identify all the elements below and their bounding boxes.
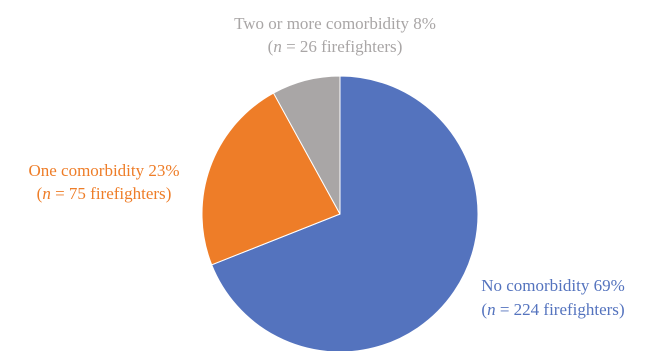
slice-label-one-line1: One comorbidity 23%	[28, 161, 179, 180]
n-var: n	[42, 184, 51, 203]
slice-label-none: No comorbidity 69% (n = 224 firefighters…	[481, 276, 625, 319]
slice-label-two-or-more-line2: (n = 26 firefighters)	[268, 37, 403, 56]
slice-label-none-line2: (n = 224 firefighters)	[481, 300, 624, 319]
pie-slice-no-comorbidity	[211, 75, 479, 351]
n-var: n	[487, 300, 496, 319]
n-var: n	[273, 37, 282, 56]
slice-label-one-line2: (n = 75 firefighters)	[37, 184, 172, 203]
slice-label-none-line1: No comorbidity 69%	[481, 276, 625, 295]
pie-slices	[201, 75, 479, 351]
pie-slice-two-or-more-comorbidity	[272, 75, 341, 215]
slice-label-two-or-more-line1: Two or more comorbidity 8%	[234, 14, 436, 33]
slice-label-two-or-more: Two or more comorbidity 8% (n = 26 firef…	[234, 14, 436, 56]
pie-slice-one-comorbidity	[201, 92, 341, 266]
slice-label-one: One comorbidity 23% (n = 75 firefighters…	[28, 161, 179, 203]
